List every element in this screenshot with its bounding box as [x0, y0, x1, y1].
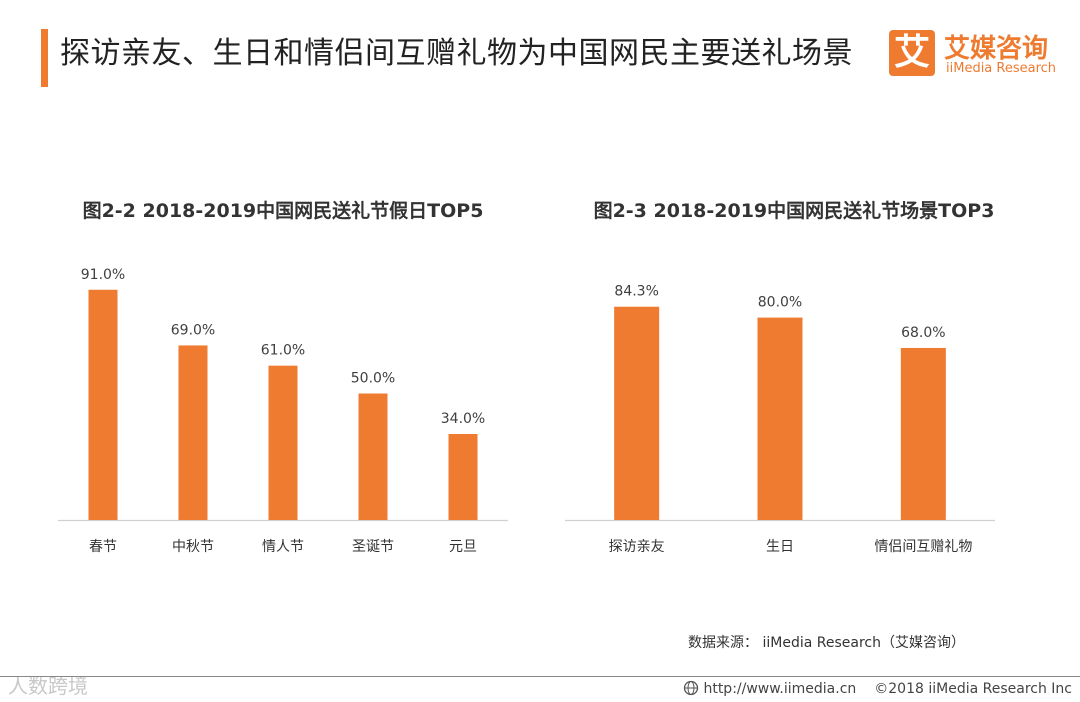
- category-label: 情侣间互赠礼物: [874, 539, 972, 555]
- data-label: 91.0%: [81, 267, 125, 283]
- data-label: 34.0%: [441, 411, 485, 427]
- category-label: 春节: [89, 539, 117, 555]
- data-label: 61.0%: [261, 343, 305, 359]
- brand-logo: 艾 艾媒咨询 iiMedia Research: [889, 30, 1069, 82]
- chart-title: 图2-3 2018-2019中国网民送礼节场景TOP3: [594, 199, 995, 222]
- bar-1: [614, 306, 660, 520]
- chart-holidays-top5: 图2-2 2018-2019中国网民送礼节假日TOP5 91.0% 春节 69.0% 中…: [58, 199, 508, 555]
- chart-scenes-top3: 图2-3 2018-2019中国网民送礼节场景TOP3 84.3% 探访亲友 80.0…: [565, 199, 995, 555]
- globe-icon: [684, 680, 699, 696]
- bar-2: [178, 345, 208, 520]
- chart-title: 图2-2 2018-2019中国网民送礼节假日TOP5: [83, 199, 484, 222]
- footer-url[interactable]: http://www.iimedia.cn: [703, 681, 857, 697]
- bar-5: [448, 433, 478, 520]
- watermark: 人数跨境: [8, 674, 88, 698]
- footer: http://www.iimedia.cn ©2018 iiMedia Resea…: [683, 680, 1072, 697]
- bar-1: [88, 289, 118, 520]
- category-label: 情人节: [262, 539, 304, 555]
- bar-3: [900, 347, 946, 520]
- category-label: 探访亲友: [609, 539, 665, 555]
- data-label: 50.0%: [351, 371, 395, 387]
- data-label: 69.0%: [171, 322, 215, 338]
- category-label: 生日: [766, 539, 794, 555]
- footer-divider: [0, 676, 1080, 677]
- title-accent-bar: [41, 29, 48, 87]
- logo-mark-icon: 艾: [889, 30, 935, 76]
- data-label: 80.0%: [758, 295, 802, 311]
- data-label: 68.0%: [901, 325, 945, 341]
- data-label: 84.3%: [614, 284, 658, 300]
- bar-4: [358, 393, 388, 520]
- logo-name-cn: 艾媒咨询: [944, 34, 1049, 64]
- bar-3: [268, 365, 298, 520]
- data-source: 数据来源： iiMedia Research（艾媒咨询）: [688, 635, 965, 651]
- category-label: 中秋节: [172, 539, 214, 555]
- category-label: 圣诞节: [352, 539, 394, 555]
- logo-name-en: iiMedia Research: [946, 61, 1057, 76]
- page-title: 探访亲友、生日和情侣间互赠礼物为中国网民主要送礼场景: [60, 36, 853, 71]
- bar-2: [757, 317, 803, 520]
- category-label: 元旦: [449, 539, 477, 555]
- footer-copyright: ©2018 iiMedia Research Inc: [874, 681, 1072, 697]
